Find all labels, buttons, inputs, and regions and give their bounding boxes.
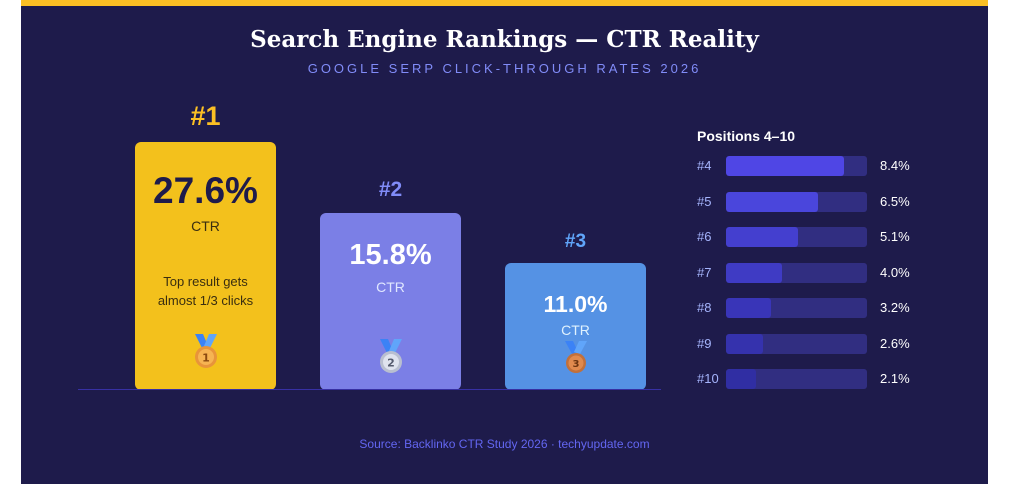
position-value: 8.4%: [880, 158, 910, 173]
position-row: #6 5.1%: [697, 227, 937, 247]
position-bar-track: [726, 333, 867, 354]
position-bar-track: [726, 191, 867, 212]
position-label: #8: [697, 300, 712, 315]
podium-baseline: [78, 389, 661, 390]
position-row: #8 3.2%: [697, 298, 937, 318]
ctr-value-3: 11.0%: [543, 291, 608, 317]
gold-medal-icon: 1: [193, 332, 219, 375]
position-row: #10 2.1%: [697, 369, 937, 389]
accent-bar: [21, 0, 988, 6]
ctr-label-1: CTR: [191, 218, 220, 234]
position-label: #4: [697, 158, 712, 173]
position-value: 6.5%: [880, 193, 910, 209]
position-label: #7: [697, 264, 712, 280]
position-label: #6: [697, 229, 712, 244]
position-bar-track: [726, 369, 867, 389]
rank-label-1: #1: [190, 101, 221, 131]
position-bar: [726, 369, 756, 389]
medal-number-3: 3: [572, 359, 579, 370]
position-bar: [726, 333, 763, 354]
position-row: #5 6.5%: [697, 191, 937, 212]
note-line-1: Top result gets: [163, 274, 248, 289]
position-value: 2.1%: [880, 371, 910, 386]
position-value: 5.1%: [880, 229, 910, 244]
position-bar: [726, 262, 782, 283]
rank-label-2: #2: [378, 178, 403, 201]
bronze-medal-icon: 3: [563, 339, 589, 380]
rank-label-3: #3: [564, 231, 587, 252]
position-bar-track: [726, 298, 867, 318]
position-row: #7 4.0%: [697, 262, 937, 283]
ctr-label-3: CTR: [561, 322, 590, 338]
position-value: 2.6%: [880, 335, 910, 351]
position-value: 3.2%: [880, 300, 910, 315]
position-label: #9: [697, 335, 712, 351]
position-bar-track: [726, 262, 867, 283]
position-label: #10: [697, 371, 719, 386]
medal-number-2: 2: [387, 357, 395, 370]
podium-card-3: 11.0% CTR 3: [505, 263, 646, 390]
position-label: #5: [697, 193, 712, 209]
position-bar: [726, 227, 798, 247]
position-row: #4 8.4%: [697, 156, 937, 176]
position-bar: [726, 191, 818, 212]
podium-card-1: 27.6% CTR Top result gets almost 1/3 cli…: [135, 142, 276, 390]
source-note: Source: Backlinko CTR Study 2026 · techy…: [359, 437, 650, 451]
ctr-value-1: 27.6%: [153, 170, 258, 211]
silver-medal-icon: 2: [378, 337, 404, 380]
note-line-2: almost 1/3 clicks: [157, 293, 254, 308]
position-bar-track: [726, 156, 867, 176]
medal-number-1: 1: [202, 352, 210, 365]
position-bar-track: [726, 227, 867, 247]
card-note: Top result gets almost 1/3 clicks: [135, 272, 276, 310]
podium-card-2: 15.8% CTR 2: [320, 213, 461, 390]
page-title: Search Engine Rankings — CTR Reality: [250, 26, 759, 53]
ctr-label-2: CTR: [376, 279, 405, 295]
ctr-value-2: 15.8%: [349, 239, 432, 271]
position-bar: [726, 298, 771, 318]
positions-title: Positions 4–10: [697, 128, 796, 144]
position-value: 4.0%: [880, 264, 910, 280]
page-subtitle: GOOGLE SERP CLICK-THROUGH RATES 2026: [307, 61, 702, 76]
position-row: #9 2.6%: [697, 333, 937, 354]
position-bar: [726, 156, 844, 176]
